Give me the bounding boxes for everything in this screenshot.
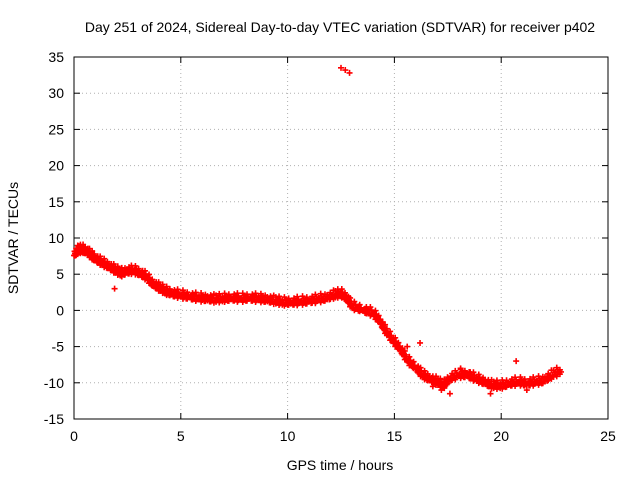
data-point (417, 339, 424, 346)
data-point (487, 390, 494, 397)
data-point (410, 358, 417, 365)
y-tick-label: 15 (48, 194, 64, 210)
data-point (342, 289, 349, 296)
data-point (466, 368, 473, 375)
data-point (446, 390, 453, 397)
axis-ticks: 0 5 10 15 20 25 -15 -10 -5 0 5 10 15 20 25 30 35 (44, 49, 616, 444)
y-tick-label: -10 (44, 375, 64, 391)
data-point (142, 267, 149, 274)
data-point (163, 283, 170, 290)
data-point (388, 332, 395, 339)
x-tick-label: 25 (600, 428, 616, 444)
data-point (395, 339, 402, 346)
data-point (338, 286, 345, 293)
grid-lines (74, 57, 608, 419)
data-point (457, 365, 464, 372)
data-point (346, 69, 353, 76)
data-point (443, 381, 450, 388)
data-point (421, 367, 428, 374)
data-point (351, 298, 358, 305)
data-point (523, 387, 530, 394)
data-point (402, 351, 409, 358)
data-point (114, 263, 121, 270)
y-tick-label: 0 (56, 302, 64, 318)
data-point (159, 281, 166, 288)
data-point (383, 325, 390, 332)
y-tick-label: 10 (48, 230, 64, 246)
y-tick-label: 30 (48, 85, 64, 101)
data-point (486, 379, 493, 386)
data-point (111, 285, 118, 292)
data-point (135, 265, 142, 272)
data-point (338, 64, 344, 71)
data-point (513, 358, 520, 365)
data-point (406, 353, 413, 360)
x-tick-label: 5 (177, 428, 185, 444)
x-tick-label: 10 (280, 428, 296, 444)
y-axis-label: SDTVAR / TECUs (5, 182, 21, 294)
data-point (387, 328, 394, 335)
x-tick-label: 20 (493, 428, 509, 444)
data-point (417, 364, 424, 371)
y-tick-label: 35 (48, 49, 64, 65)
data-point (558, 368, 565, 375)
data-point (429, 383, 436, 390)
data-point (372, 307, 379, 314)
y-tick-label: 25 (48, 121, 64, 137)
data-point (132, 262, 139, 269)
y-tick-label: 5 (56, 266, 64, 282)
data-point (375, 312, 382, 319)
y-tick-label: 20 (48, 158, 64, 174)
data-point (146, 271, 153, 278)
data-point (367, 304, 374, 311)
data-point (101, 255, 108, 262)
x-axis-label: GPS time / hours (287, 457, 394, 473)
x-tick-label: 0 (70, 428, 78, 444)
data-point (166, 285, 173, 292)
data-point (356, 301, 363, 308)
data-point (404, 343, 411, 350)
y-tick-label: -5 (52, 339, 65, 355)
data-point (97, 253, 104, 260)
y-tick-label: -15 (44, 411, 64, 427)
data-point (438, 387, 445, 394)
chart-title: Day 251 of 2024, Sidereal Day-to-day VTE… (85, 19, 595, 35)
data-point (437, 375, 444, 382)
data-point (392, 334, 399, 341)
data-points (71, 64, 565, 397)
data-point (342, 67, 349, 74)
data-point (401, 347, 408, 354)
data-point (475, 371, 482, 378)
x-tick-label: 15 (387, 428, 403, 444)
data-point (382, 321, 389, 328)
